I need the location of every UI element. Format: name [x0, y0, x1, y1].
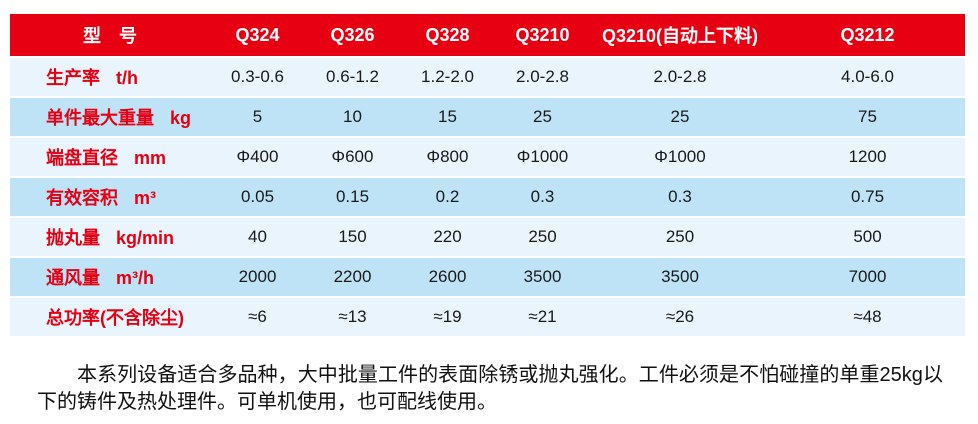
spec-table: 型 号 Q324 Q326 Q328 Q3210 Q3210(自动上下料) Q3… [10, 12, 965, 338]
value-cell: 2200 [305, 258, 400, 296]
value-cell: Φ600 [305, 138, 400, 176]
value-cell: 0.15 [305, 178, 400, 216]
header-cell-q3210-auto: Q3210(自动上下料) [590, 14, 770, 56]
description-paragraph: 本系列设备适合多品种，大中批量工件的表面除锈或抛丸强化。工件必须是不怕碰撞的单重… [37, 364, 943, 413]
row-label: 通风量 [46, 268, 100, 288]
value-cell: ≈26 [590, 298, 770, 336]
value-cell: Φ1000 [495, 138, 590, 176]
table-row-shot-flow: 抛丸量 kg/min 40 150 220 250 250 500 [10, 218, 965, 256]
value-cell: 0.3 [590, 178, 770, 216]
value-cell: 2000 [210, 258, 305, 296]
table-row-productivity: 生产率 t/h 0.3-0.6 0.6-1.2 1.2-2.0 2.0-2.8 2… [10, 58, 965, 96]
value-cell: 25 [590, 98, 770, 136]
value-cell: 15 [400, 98, 495, 136]
table-row-effective-volume: 有效容积 m³ 0.05 0.15 0.2 0.3 0.3 0.75 [10, 178, 965, 216]
value-cell: 0.3 [495, 178, 590, 216]
value-cell: Φ1000 [590, 138, 770, 176]
table-row-max-weight: 单件最大重量 kg 5 10 15 25 25 75 [10, 98, 965, 136]
value-cell: 3500 [495, 258, 590, 296]
row-label-cell: 端盘直径 mm [10, 138, 210, 176]
value-cell: 75 [770, 98, 965, 136]
row-unit: m³/h [116, 268, 154, 288]
row-unit: t/h [116, 68, 138, 88]
row-unit: kg [170, 108, 192, 128]
value-cell: 4.0-6.0 [770, 58, 965, 96]
value-cell: 10 [305, 98, 400, 136]
value-cell: Φ800 [400, 138, 495, 176]
value-cell: 0.6-1.2 [305, 58, 400, 96]
value-cell: 3500 [590, 258, 770, 296]
value-cell: 250 [590, 218, 770, 256]
header-cell-q3210: Q3210 [495, 14, 590, 56]
row-unit: kg/min [116, 228, 175, 248]
header-cell-q328: Q328 [400, 14, 495, 56]
value-cell: Φ400 [210, 138, 305, 176]
header-model-label: 型 号 [10, 14, 210, 56]
header-cell-q326: Q326 [305, 14, 400, 56]
table-row-ventilation: 通风量 m³/h 2000 2200 2600 3500 3500 7000 [10, 258, 965, 296]
row-label-cell: 抛丸量 kg/min [10, 218, 210, 256]
value-cell: 2.0-2.8 [495, 58, 590, 96]
table-row-disc-diameter: 端盘直径 mm Φ400 Φ600 Φ800 Φ1000 Φ1000 1200 [10, 138, 965, 176]
value-cell: ≈6 [210, 298, 305, 336]
value-cell: 150 [305, 218, 400, 256]
value-cell: 2.0-2.8 [590, 58, 770, 96]
value-cell: 0.2 [400, 178, 495, 216]
row-label-cell: 生产率 t/h [10, 58, 210, 96]
row-label: 生产率 [46, 68, 100, 88]
value-cell: 2600 [400, 258, 495, 296]
value-cell: 0.05 [210, 178, 305, 216]
row-label: 总功率(不含除尘) [46, 308, 184, 328]
header-cell-q3212: Q3212 [770, 14, 965, 56]
value-cell: 5 [210, 98, 305, 136]
value-cell: 1200 [770, 138, 965, 176]
row-label-cell: 有效容积 m³ [10, 178, 210, 216]
row-unit: m³ [134, 188, 156, 208]
row-label-cell: 总功率(不含除尘) [10, 298, 210, 336]
value-cell: 7000 [770, 258, 965, 296]
header-cell-q324: Q324 [210, 14, 305, 56]
row-unit: mm [134, 148, 167, 168]
value-cell: 25 [495, 98, 590, 136]
row-label: 端盘直径 [46, 148, 118, 168]
row-label: 单件最大重量 [46, 108, 154, 128]
value-cell: 0.3-0.6 [210, 58, 305, 96]
row-label: 抛丸量 [46, 228, 100, 248]
value-cell: 1.2-2.0 [400, 58, 495, 96]
value-cell: ≈13 [305, 298, 400, 336]
value-cell: ≈21 [495, 298, 590, 336]
value-cell: ≈19 [400, 298, 495, 336]
table-row-total-power: 总功率(不含除尘) ≈6 ≈13 ≈19 ≈21 ≈26 ≈48 [10, 298, 965, 336]
row-label-cell: 通风量 m³/h [10, 258, 210, 296]
table-header-row: 型 号 Q324 Q326 Q328 Q3210 Q3210(自动上下料) Q3… [10, 14, 965, 56]
value-cell: ≈48 [770, 298, 965, 336]
value-cell: 250 [495, 218, 590, 256]
value-cell: 500 [770, 218, 965, 256]
value-cell: 0.75 [770, 178, 965, 216]
value-cell: 40 [210, 218, 305, 256]
row-label-cell: 单件最大重量 kg [10, 98, 210, 136]
row-label: 有效容积 [46, 188, 118, 208]
value-cell: 220 [400, 218, 495, 256]
